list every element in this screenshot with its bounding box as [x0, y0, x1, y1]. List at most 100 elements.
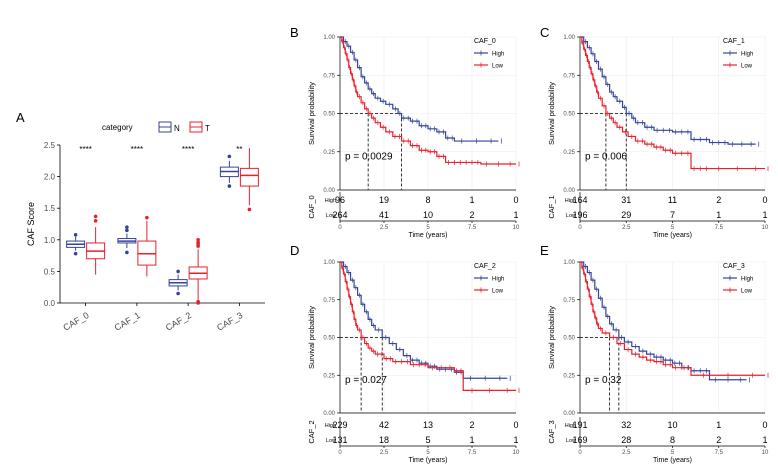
risk-table-value: 1 — [716, 420, 721, 430]
x-tick-label: 7.5 — [715, 225, 724, 231]
y-tick-label: 0.00 — [563, 188, 575, 194]
risk-table-value: 1 — [762, 210, 767, 220]
risk-table-row-label: Low — [566, 438, 576, 444]
box-outlier — [227, 154, 232, 159]
box-outlier — [227, 184, 232, 188]
censor-marks-high — [585, 264, 750, 383]
risk-table-value: 0 — [762, 420, 767, 430]
risk-table-value: 19 — [379, 195, 389, 205]
risk-table-value: 32 — [621, 420, 631, 430]
risk-table-row-label: Low — [566, 213, 576, 219]
x-tick-label: 0 — [578, 225, 582, 231]
x-tick-label: 10 — [513, 450, 520, 456]
p-value-label: p = 0.32 — [585, 375, 622, 386]
legend-title: category — [102, 123, 133, 132]
risk-table-value: 0 — [513, 420, 518, 430]
risk-table-value: 2 — [469, 210, 474, 220]
panel-label-b: B — [290, 25, 299, 40]
x-tick-label: 2.5 — [380, 225, 389, 231]
y-tick-label: 1.5 — [44, 204, 56, 213]
x-tick-label: 2.5 — [622, 225, 631, 231]
box-outlier — [125, 225, 129, 229]
panel-d: D 0.00 0.25 0.50 0.75 1.00 Survival probabilit… — [290, 243, 520, 464]
risk-table-value: 1 — [762, 435, 767, 445]
x-tick-label: 0 — [338, 450, 342, 456]
legend-entry-T: T — [205, 124, 210, 133]
x-tick-label: 5 — [671, 225, 675, 231]
box-T-CAF_0 — [86, 214, 106, 275]
risk-table-value: 10 — [423, 210, 433, 220]
survival-curve-low — [580, 36, 765, 170]
y-axis-label: Survival probability — [307, 82, 316, 145]
box-outlier — [196, 299, 200, 304]
y-tick-label: 0.50 — [563, 112, 575, 118]
box-N-CAF_1 — [117, 225, 137, 255]
y-tick-label: 0.00 — [323, 188, 335, 194]
box-T-CAF_1 — [137, 215, 157, 277]
y-tick-label: 2.0 — [44, 173, 56, 182]
box-outlier — [73, 251, 78, 256]
box-N-CAF_3 — [219, 154, 239, 188]
legend-entry-low: Low — [741, 289, 753, 295]
box-outlier — [176, 291, 180, 296]
risk-table-value: 0 — [762, 195, 767, 205]
legend-title: CAF_2 — [474, 263, 496, 270]
x-tick-label: 5 — [671, 450, 675, 456]
panel-label-d: D — [290, 243, 299, 258]
panel-label-a: A — [16, 110, 25, 125]
y-tick-label: 0.0 — [44, 299, 56, 308]
x-axis-label: Time (years) — [653, 232, 692, 239]
box-outlier — [93, 214, 98, 219]
y-axis-label: Survival probability — [547, 306, 556, 369]
legend-title: CAF_0 — [474, 38, 496, 45]
y-tick-label: 0.75 — [323, 298, 335, 304]
y-tick-label: 2.5 — [44, 141, 56, 150]
censor-marks-low — [342, 39, 520, 167]
x-tick-label: CAF_3 — [215, 310, 244, 333]
p-value-label: p = 0.0029 — [345, 151, 393, 162]
risk-table-value: 31 — [621, 195, 631, 205]
risk-table-title: CAF_0 — [307, 195, 316, 218]
box-outlier — [73, 232, 78, 237]
legend-entry-high: High — [741, 52, 753, 58]
legend-entry-low: Low — [492, 64, 504, 70]
x-tick-label: 10 — [762, 450, 769, 456]
y-tick-label: 0.25 — [323, 373, 335, 379]
risk-table-title: CAF_2 — [307, 420, 316, 443]
x-tick-label: 7.5 — [468, 225, 477, 231]
censor-marks-high — [344, 39, 502, 144]
x-tick-label: 2.5 — [380, 450, 389, 456]
x-tick-label: 5 — [426, 225, 430, 231]
y-tick-label: 0.75 — [563, 73, 575, 79]
box-outlier — [247, 207, 252, 212]
x-tick-label: 0 — [578, 450, 582, 456]
risk-table-value: 0 — [513, 195, 518, 205]
y-tick-label: 0.50 — [323, 112, 335, 118]
risk-table-row-label: High — [565, 198, 576, 204]
risk-table-value: 11 — [668, 195, 677, 205]
risk-table-value: 29 — [621, 210, 631, 220]
legend-entry-high: High — [741, 277, 753, 283]
risk-table-value: 28 — [621, 435, 631, 445]
risk-table-value: 42 — [379, 420, 389, 430]
risk-table-value: 13 — [423, 420, 433, 430]
risk-table-value: 1 — [513, 435, 518, 445]
risk-table-row-label: High — [565, 423, 576, 429]
x-tick-label: 7.5 — [715, 450, 724, 456]
x-tick-label: 5 — [426, 450, 430, 456]
risk-table-value: 18 — [379, 435, 389, 445]
survival-curve-high — [340, 36, 499, 142]
risk-table-value: 1 — [513, 210, 518, 220]
censor-marks-low — [582, 40, 769, 172]
significance-label: **** — [182, 145, 194, 154]
legend-entry-low: Low — [492, 289, 504, 295]
x-tick-label: 2.5 — [622, 450, 631, 456]
panel-b: B 0.00 0.25 0.50 0.75 1.00 Survival probabilit… — [290, 25, 520, 239]
x-axis-label: Time (years) — [408, 457, 447, 464]
risk-table-value: 41 — [379, 210, 389, 220]
box-outlier — [125, 250, 129, 255]
y-axis-label: Survival probability — [307, 306, 316, 369]
box-outlier — [176, 269, 180, 274]
y-tick-label: 0.00 — [323, 411, 335, 417]
